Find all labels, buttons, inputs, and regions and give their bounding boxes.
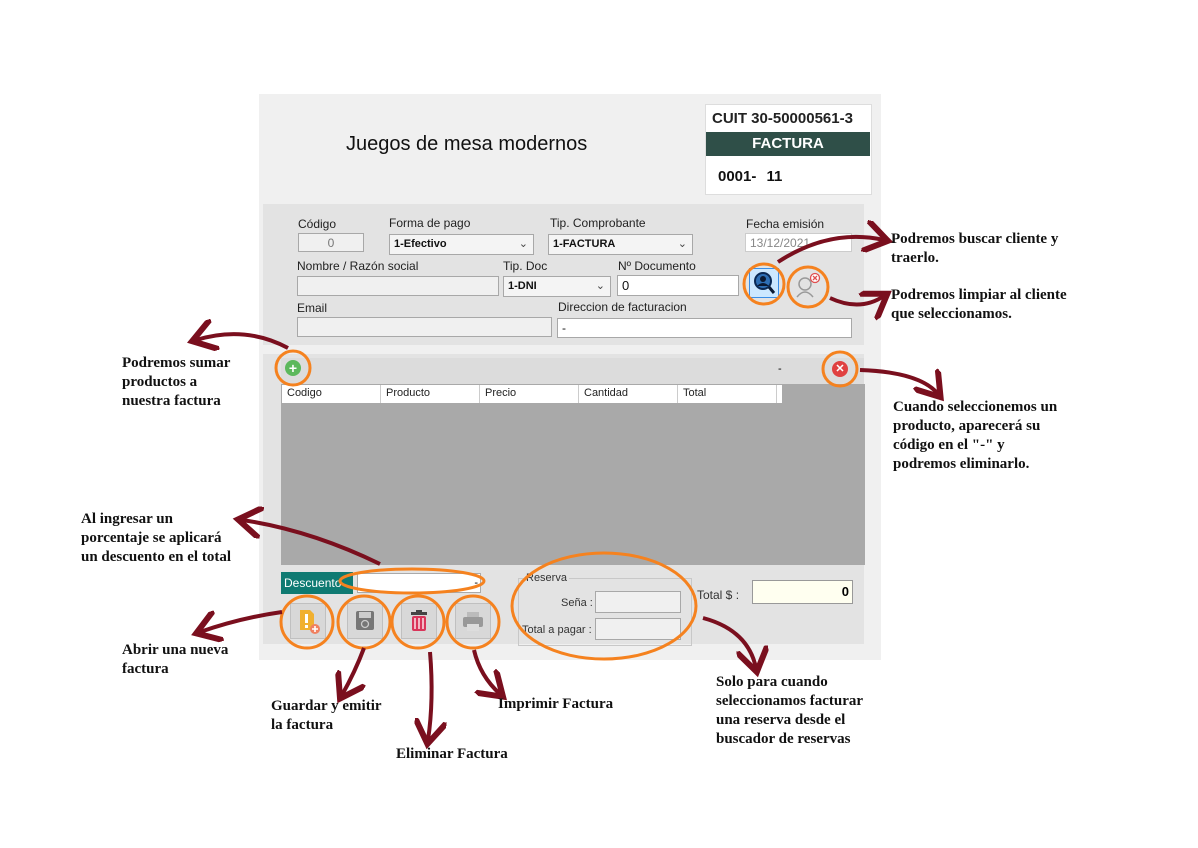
numero: 11 bbox=[766, 168, 783, 185]
note-buscar-cliente: Podremos buscar cliente y traerlo. bbox=[891, 231, 1059, 266]
reserva-label: Reserva bbox=[524, 572, 569, 584]
forma-pago-label: Forma de pago bbox=[389, 216, 471, 230]
sena-field[interactable] bbox=[595, 591, 681, 613]
reserva-group bbox=[518, 578, 692, 646]
buscar-cliente-button[interactable] bbox=[749, 268, 779, 298]
highlight-reserva bbox=[510, 551, 698, 661]
column-header[interactable]: Producto bbox=[381, 385, 480, 403]
forma-pago-value: 1-Efectivo bbox=[394, 238, 447, 250]
nro-doc-label: Nº Documento bbox=[618, 259, 696, 273]
highlight-descuento bbox=[338, 567, 486, 595]
email-label: Email bbox=[297, 301, 328, 315]
total-field: 0 bbox=[752, 580, 853, 604]
printer-icon bbox=[463, 612, 483, 631]
invoice-number: 0001- 11 bbox=[718, 168, 782, 185]
direccion-field[interactable]: - bbox=[557, 318, 852, 338]
column-header[interactable]: Codigo bbox=[282, 385, 381, 403]
close-icon: ✕ bbox=[835, 363, 845, 375]
fecha-value: 13/12/2021 bbox=[750, 236, 811, 250]
sena-label: Seña : bbox=[561, 597, 593, 609]
tip-doc-value: 1-DNI bbox=[508, 280, 537, 292]
forma-pago-select[interactable]: 1-Efectivo ⌄ bbox=[389, 234, 534, 255]
tip-comprobante-value: 1-FACTURA bbox=[553, 238, 616, 250]
total-pagar-field[interactable] bbox=[595, 618, 681, 640]
note-eliminar-producto: Cuando seleccionemos un producto, aparece… bbox=[893, 399, 1058, 472]
new-document-icon bbox=[300, 610, 320, 634]
print-invoice-button[interactable] bbox=[455, 603, 491, 639]
highlight-limpiar-cliente bbox=[786, 265, 830, 309]
note-nueva-factura: Abrir una nueva factura bbox=[122, 642, 229, 677]
column-header[interactable]: Cantidad bbox=[579, 385, 678, 403]
email-field[interactable] bbox=[297, 317, 552, 337]
note-guardar: Guardar y emitir la factura bbox=[271, 698, 382, 733]
arrow-limpiar-cliente bbox=[829, 296, 884, 305]
nombre-label: Nombre / Razón social bbox=[297, 259, 419, 273]
arrow-add-product bbox=[196, 334, 289, 348]
arrow-print-invoice bbox=[472, 649, 500, 694]
arrow-descuento bbox=[242, 520, 381, 566]
grid-header: Codigo Producto Precio Cantidad Total bbox=[282, 385, 782, 403]
save-disk-icon bbox=[356, 611, 374, 630]
new-invoice-button[interactable] bbox=[290, 603, 326, 639]
add-product-button[interactable]: + bbox=[285, 360, 301, 376]
highlight-add-product bbox=[274, 349, 312, 387]
total-label: Total $ : bbox=[697, 588, 740, 602]
selected-product-code: - bbox=[778, 363, 782, 375]
doc-type-bar: FACTURA bbox=[706, 132, 870, 156]
tip-comprobante-select[interactable]: 1-FACTURA ⌄ bbox=[548, 234, 693, 255]
highlight-remove-product bbox=[821, 350, 859, 388]
delete-invoice-button[interactable] bbox=[401, 603, 437, 639]
plus-icon: + bbox=[288, 360, 298, 376]
note-eliminar-factura: Eliminar Factura bbox=[396, 746, 508, 762]
search-user-icon bbox=[754, 272, 776, 294]
store-title: Juegos de mesa modernos bbox=[346, 133, 588, 155]
descuento-label: Descuento bbox=[281, 572, 353, 594]
highlight-print-invoice bbox=[445, 594, 501, 650]
highlight-save-invoice bbox=[336, 594, 392, 650]
arrow-save-invoice bbox=[342, 647, 366, 695]
note-imprimir: Imprimir Factura bbox=[498, 696, 614, 712]
chevron-down-icon: ⌄ bbox=[677, 238, 687, 250]
nro-doc-field[interactable]: 0 bbox=[617, 275, 739, 296]
note-reserva: Solo para cuando seleccionamos facturar un… bbox=[716, 674, 864, 747]
codigo-field[interactable]: 0 bbox=[298, 233, 364, 252]
direccion-label: Direccion de facturacion bbox=[558, 300, 687, 314]
trash-icon bbox=[411, 610, 427, 631]
arrow-delete-invoice bbox=[428, 651, 432, 740]
note-limpiar-cliente: Podremos limpiar al cliente que seleccion… bbox=[891, 287, 1067, 322]
save-invoice-button[interactable] bbox=[347, 603, 383, 639]
tip-doc-label: Tip. Doc bbox=[503, 259, 548, 273]
punto-venta: 0001- bbox=[718, 168, 757, 185]
clear-user-icon bbox=[796, 272, 821, 298]
remove-product-button[interactable]: ✕ bbox=[832, 361, 848, 377]
limpiar-cliente-button[interactable] bbox=[793, 271, 823, 301]
codigo-label: Código bbox=[298, 217, 337, 231]
arrow-remove-product bbox=[859, 368, 938, 394]
arrow-buscar-cliente bbox=[776, 237, 884, 264]
tip-doc-select[interactable]: 1-DNI ⌄ bbox=[503, 276, 611, 297]
fecha-label: Fecha emisión bbox=[746, 217, 825, 231]
note-sumar-productos: Podremos sumar productos a nuestra factura bbox=[122, 355, 231, 409]
tip-comprobante-label: Tip. Comprobante bbox=[550, 216, 646, 230]
arrow-reserva bbox=[702, 616, 756, 668]
highlight-buscar-cliente bbox=[742, 262, 786, 306]
chevron-down-icon: ⌄ bbox=[595, 280, 605, 292]
cuit-line: CUIT 30-50000561-3 bbox=[712, 110, 853, 127]
cuit-value: 30-50000561-3 bbox=[751, 110, 853, 127]
total-pagar-label: Total a pagar : bbox=[522, 624, 592, 636]
products-grid[interactable] bbox=[281, 384, 865, 565]
nombre-field[interactable] bbox=[297, 276, 499, 296]
cuit-label: CUIT bbox=[712, 110, 747, 127]
chevron-down-icon: ⌄ bbox=[518, 238, 528, 250]
highlight-delete-invoice bbox=[390, 594, 446, 650]
arrow-new-invoice bbox=[200, 610, 283, 632]
column-header[interactable]: Total bbox=[678, 385, 777, 403]
highlight-new-invoice bbox=[279, 594, 335, 650]
products-toolbar bbox=[281, 358, 864, 384]
note-descuento: Al ingresar un porcentaje se aplicará un d… bbox=[81, 511, 231, 565]
column-header[interactable]: Precio bbox=[480, 385, 579, 403]
